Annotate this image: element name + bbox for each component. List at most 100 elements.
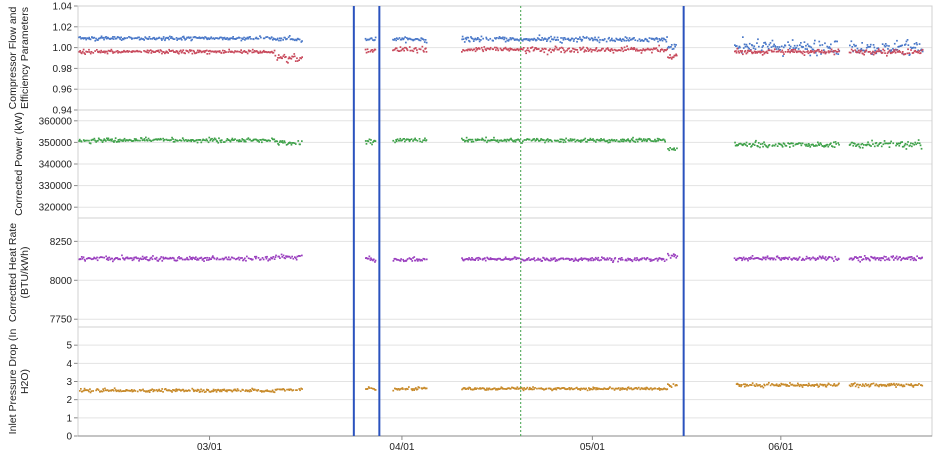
data-point <box>410 258 413 261</box>
data-point <box>229 140 232 143</box>
data-point <box>478 40 481 43</box>
data-point <box>392 260 395 262</box>
data-point <box>851 384 854 387</box>
data-point <box>562 257 564 260</box>
data-point <box>416 38 419 40</box>
data-point <box>832 384 835 386</box>
data-point <box>674 149 676 151</box>
data-point <box>475 38 477 41</box>
data-point <box>512 140 515 143</box>
data-point <box>183 52 185 54</box>
data-point <box>664 388 667 390</box>
data-point <box>772 50 774 53</box>
data-point <box>876 47 878 50</box>
data-point <box>295 389 297 391</box>
data-point <box>745 43 748 46</box>
data-point <box>365 51 368 54</box>
data-point <box>835 258 837 261</box>
data-point <box>866 143 869 146</box>
data-point <box>735 51 738 54</box>
data-point <box>796 44 799 47</box>
data-point <box>605 48 608 50</box>
data-point <box>897 142 900 145</box>
data-point <box>797 48 800 50</box>
data-point <box>189 50 192 52</box>
data-point <box>469 49 471 52</box>
data-point <box>879 257 881 259</box>
data-point <box>104 36 106 39</box>
data-point <box>532 138 535 141</box>
data-point <box>128 138 131 141</box>
data-point <box>603 139 606 142</box>
data-point <box>597 259 599 261</box>
data-point <box>419 48 422 51</box>
data-point <box>115 50 118 53</box>
data-point <box>161 39 163 41</box>
data-point <box>648 388 651 391</box>
data-point <box>884 384 886 386</box>
data-point <box>801 142 804 145</box>
data-point <box>151 38 154 40</box>
data-point <box>206 38 209 41</box>
data-point <box>827 257 830 259</box>
y-axis-label: (BTU/kWh) <box>19 247 31 299</box>
data-point <box>745 141 748 144</box>
data-point <box>221 38 224 41</box>
data-point <box>633 37 635 39</box>
data-point <box>853 382 855 385</box>
data-point <box>598 49 601 52</box>
data-point <box>121 139 123 141</box>
data-point <box>271 50 273 53</box>
data-point <box>564 388 567 390</box>
data-point <box>835 50 838 53</box>
data-point <box>103 256 105 259</box>
data-point <box>404 140 406 143</box>
data-point <box>149 38 152 40</box>
data-point <box>869 385 872 387</box>
data-point <box>504 40 507 43</box>
data-point <box>869 43 872 46</box>
data-point <box>899 384 901 387</box>
data-point <box>225 51 227 53</box>
data-point <box>757 142 760 144</box>
data-point <box>498 139 501 142</box>
data-point <box>783 383 786 386</box>
data-point <box>234 389 237 392</box>
data-point <box>639 49 642 51</box>
data-point <box>535 139 537 141</box>
data-point <box>773 48 776 51</box>
data-point <box>236 50 239 53</box>
data-point <box>753 384 756 387</box>
data-point <box>667 46 669 49</box>
data-point <box>197 139 200 141</box>
data-point <box>850 257 853 260</box>
data-point <box>197 258 200 261</box>
data-point <box>580 40 583 42</box>
data-point <box>189 389 191 392</box>
data-point <box>665 40 668 43</box>
data-point <box>817 48 820 51</box>
data-point <box>526 49 528 52</box>
data-point <box>917 51 919 54</box>
data-point <box>137 257 139 260</box>
data-point <box>422 38 424 40</box>
data-point <box>106 257 109 259</box>
data-point <box>614 257 617 259</box>
data-point <box>395 139 397 141</box>
data-point <box>890 140 892 143</box>
data-point <box>608 36 610 39</box>
data-point <box>514 38 517 41</box>
data-point <box>638 49 641 52</box>
data-point <box>217 388 219 391</box>
data-point <box>868 143 870 146</box>
data-point <box>805 145 807 147</box>
data-point <box>821 44 824 46</box>
data-point <box>653 47 655 50</box>
data-point <box>744 383 747 386</box>
data-point <box>568 387 571 389</box>
data-point <box>777 256 780 259</box>
data-point <box>831 257 834 260</box>
data-point <box>902 256 905 259</box>
data-point <box>231 390 234 393</box>
data-point <box>898 144 901 147</box>
